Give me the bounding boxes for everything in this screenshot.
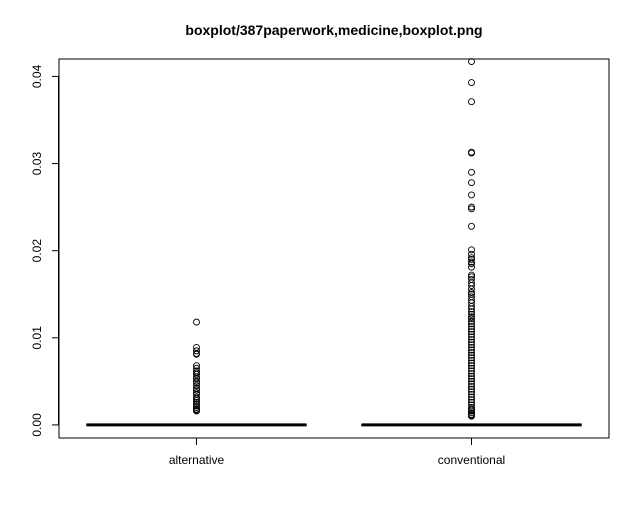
outlier-point <box>468 315 475 323</box>
outlier-point <box>468 250 475 258</box>
outlier-point <box>468 380 475 388</box>
x-axis: alternative conventional <box>169 437 505 467</box>
outlier-point <box>468 359 475 367</box>
outlier-point <box>193 393 200 401</box>
outlier-point <box>193 350 200 358</box>
box-alternative <box>86 318 307 427</box>
outlier-point <box>468 393 475 401</box>
outlier-point <box>468 396 475 404</box>
outlier-point <box>193 343 200 351</box>
outlier-point <box>468 383 475 391</box>
outlier-point <box>468 289 475 296</box>
y-tick-label: 0.03 <box>30 152 44 176</box>
outlier-point <box>468 308 475 316</box>
outlier-point <box>193 370 200 378</box>
outlier-point <box>468 168 475 176</box>
outlier-point <box>468 370 475 377</box>
outlier-point <box>468 351 475 359</box>
outlier-point <box>193 362 200 370</box>
x-tick-label: alternative <box>169 453 225 467</box>
outlier-point <box>468 407 475 415</box>
outlier-point <box>468 255 475 263</box>
outlier-point <box>468 357 475 364</box>
outlier-point <box>468 302 475 310</box>
outlier-point <box>468 412 475 420</box>
y-tick-label: 0.00 <box>30 413 44 437</box>
outlier-point <box>468 330 475 338</box>
outlier-point <box>468 263 475 271</box>
outlier-point <box>468 409 475 417</box>
outlier-point <box>468 149 475 157</box>
outlier-point <box>468 362 475 370</box>
outlier-point <box>468 364 475 372</box>
outlier-point <box>193 318 200 326</box>
outlier-point <box>468 191 475 199</box>
outlier-point <box>193 377 200 385</box>
outlier-point <box>468 372 475 380</box>
outlier-point <box>468 377 475 385</box>
outlier-point <box>468 338 475 346</box>
outlier-point <box>468 404 475 411</box>
outlier-point <box>193 347 200 355</box>
outlier-point <box>468 333 475 341</box>
outlier-point <box>193 402 200 410</box>
outlier-point <box>193 379 200 387</box>
outlier-point <box>468 271 475 279</box>
outlier-point <box>468 336 475 343</box>
outlier-point <box>468 98 475 106</box>
plot-frame <box>58 58 610 439</box>
outlier-point <box>193 397 200 404</box>
outlier-point <box>468 205 475 213</box>
x-tick-label: conventional <box>438 453 505 467</box>
outlier-point <box>468 246 475 254</box>
outlier-point <box>193 382 200 390</box>
outlier-point <box>468 343 475 351</box>
outlier-point <box>468 385 475 393</box>
outlier-point <box>468 323 475 330</box>
outlier-point <box>193 386 200 394</box>
outlier-point <box>468 58 475 66</box>
outlier-point <box>468 285 475 293</box>
outlier-point <box>468 398 475 406</box>
outlier-point <box>468 222 475 230</box>
outlier-point <box>193 375 200 383</box>
outlier-point <box>468 317 475 325</box>
box-conventional <box>361 58 582 427</box>
y-tick-label: 0.01 <box>30 326 44 350</box>
outlier-point <box>468 258 475 266</box>
outlier-point <box>468 390 475 398</box>
outlier-point <box>468 282 475 289</box>
chart-title: boxplot/387paperwork,medicine,boxplot.pn… <box>185 22 482 38</box>
outlier-point <box>468 367 475 375</box>
y-tick-label: 0.02 <box>30 239 44 263</box>
outlier-point <box>468 179 475 187</box>
outlier-point <box>193 404 200 411</box>
outlier-point <box>468 341 475 349</box>
outlier-point <box>468 203 475 211</box>
outlier-point <box>468 346 475 354</box>
outlier-point <box>468 260 475 268</box>
outlier-point <box>468 354 475 362</box>
outlier-point <box>193 395 200 403</box>
outlier-point <box>468 375 475 383</box>
outlier-point <box>468 313 475 321</box>
outlier-point <box>468 79 475 86</box>
outlier-point <box>468 388 475 396</box>
y-axis: 0.00 0.01 0.02 0.03 0.04 <box>30 64 59 437</box>
outlier-point <box>468 320 475 328</box>
outlier-point <box>193 398 200 406</box>
outlier-point <box>468 349 475 357</box>
outlier-point <box>468 328 475 336</box>
y-tick-label: 0.04 <box>30 64 44 88</box>
outlier-point <box>468 305 475 313</box>
outlier-point <box>468 310 475 318</box>
boxes-layer <box>86 58 582 427</box>
outlier-point <box>193 407 200 415</box>
outlier-point <box>468 325 475 333</box>
